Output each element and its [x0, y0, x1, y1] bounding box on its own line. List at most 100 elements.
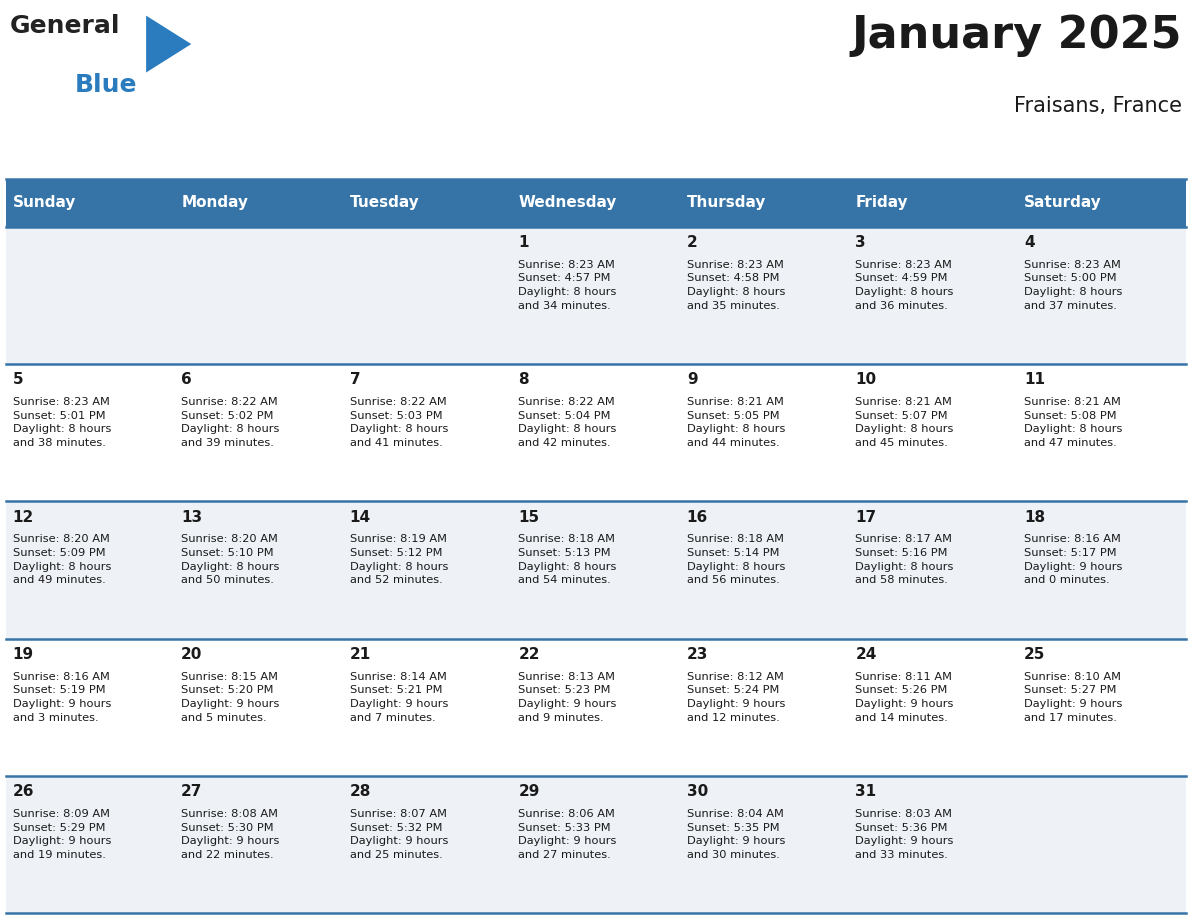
Bar — [512, 776, 680, 913]
Bar — [343, 501, 512, 639]
Text: Sunrise: 8:22 AM
Sunset: 5:02 PM
Daylight: 8 hours
and 39 minutes.: Sunrise: 8:22 AM Sunset: 5:02 PM Dayligh… — [182, 397, 279, 448]
Text: Wednesday: Wednesday — [518, 196, 617, 210]
Bar — [680, 179, 848, 227]
Text: Sunrise: 8:09 AM
Sunset: 5:29 PM
Daylight: 9 hours
and 19 minutes.: Sunrise: 8:09 AM Sunset: 5:29 PM Dayligh… — [13, 809, 110, 860]
Text: Sunrise: 8:12 AM
Sunset: 5:24 PM
Daylight: 9 hours
and 12 minutes.: Sunrise: 8:12 AM Sunset: 5:24 PM Dayligh… — [687, 672, 785, 722]
Bar — [6, 364, 175, 501]
Bar — [680, 776, 848, 913]
Bar — [512, 227, 680, 364]
Text: 20: 20 — [182, 647, 203, 662]
Bar — [848, 501, 1017, 639]
Text: 25: 25 — [1024, 647, 1045, 662]
Bar — [680, 501, 848, 639]
Bar — [1017, 227, 1186, 364]
Text: Sunrise: 8:13 AM
Sunset: 5:23 PM
Daylight: 9 hours
and 9 minutes.: Sunrise: 8:13 AM Sunset: 5:23 PM Dayligh… — [518, 672, 617, 722]
Text: Sunrise: 8:16 AM
Sunset: 5:17 PM
Daylight: 9 hours
and 0 minutes.: Sunrise: 8:16 AM Sunset: 5:17 PM Dayligh… — [1024, 534, 1123, 585]
Text: 2: 2 — [687, 235, 697, 250]
Text: 11: 11 — [1024, 373, 1044, 387]
Text: Sunrise: 8:04 AM
Sunset: 5:35 PM
Daylight: 9 hours
and 30 minutes.: Sunrise: 8:04 AM Sunset: 5:35 PM Dayligh… — [687, 809, 785, 860]
Bar — [6, 227, 175, 364]
Bar — [175, 501, 343, 639]
Bar — [6, 776, 175, 913]
Text: Sunrise: 8:20 AM
Sunset: 5:09 PM
Daylight: 8 hours
and 49 minutes.: Sunrise: 8:20 AM Sunset: 5:09 PM Dayligh… — [13, 534, 110, 585]
Text: General: General — [10, 14, 120, 38]
Text: Sunrise: 8:23 AM
Sunset: 5:01 PM
Daylight: 8 hours
and 38 minutes.: Sunrise: 8:23 AM Sunset: 5:01 PM Dayligh… — [13, 397, 110, 448]
Text: 31: 31 — [855, 784, 877, 800]
Text: 5: 5 — [13, 373, 24, 387]
Bar — [1017, 776, 1186, 913]
Text: Sunrise: 8:08 AM
Sunset: 5:30 PM
Daylight: 9 hours
and 22 minutes.: Sunrise: 8:08 AM Sunset: 5:30 PM Dayligh… — [182, 809, 279, 860]
Bar — [1017, 501, 1186, 639]
Polygon shape — [146, 16, 191, 73]
Bar — [175, 364, 343, 501]
Bar — [6, 179, 175, 227]
Bar — [6, 639, 175, 776]
Text: 10: 10 — [855, 373, 877, 387]
Text: Sunrise: 8:17 AM
Sunset: 5:16 PM
Daylight: 8 hours
and 58 minutes.: Sunrise: 8:17 AM Sunset: 5:16 PM Dayligh… — [855, 534, 954, 585]
Bar — [6, 501, 175, 639]
Text: 23: 23 — [687, 647, 708, 662]
Text: 30: 30 — [687, 784, 708, 800]
Bar — [848, 364, 1017, 501]
Text: Thursday: Thursday — [687, 196, 766, 210]
Text: 17: 17 — [855, 509, 877, 525]
Text: Sunrise: 8:07 AM
Sunset: 5:32 PM
Daylight: 9 hours
and 25 minutes.: Sunrise: 8:07 AM Sunset: 5:32 PM Dayligh… — [349, 809, 448, 860]
Text: Sunrise: 8:23 AM
Sunset: 4:58 PM
Daylight: 8 hours
and 35 minutes.: Sunrise: 8:23 AM Sunset: 4:58 PM Dayligh… — [687, 260, 785, 310]
Bar — [680, 639, 848, 776]
Text: Fraisans, France: Fraisans, France — [1015, 96, 1182, 117]
Text: Sunday: Sunday — [13, 196, 76, 210]
Text: 14: 14 — [349, 509, 371, 525]
Text: 28: 28 — [349, 784, 371, 800]
Text: Sunrise: 8:16 AM
Sunset: 5:19 PM
Daylight: 9 hours
and 3 minutes.: Sunrise: 8:16 AM Sunset: 5:19 PM Dayligh… — [13, 672, 110, 722]
Text: January 2025: January 2025 — [852, 14, 1182, 57]
Text: Sunrise: 8:20 AM
Sunset: 5:10 PM
Daylight: 8 hours
and 50 minutes.: Sunrise: 8:20 AM Sunset: 5:10 PM Dayligh… — [182, 534, 279, 585]
Text: Sunrise: 8:19 AM
Sunset: 5:12 PM
Daylight: 8 hours
and 52 minutes.: Sunrise: 8:19 AM Sunset: 5:12 PM Dayligh… — [349, 534, 448, 585]
Text: Saturday: Saturday — [1024, 196, 1101, 210]
Text: Sunrise: 8:06 AM
Sunset: 5:33 PM
Daylight: 9 hours
and 27 minutes.: Sunrise: 8:06 AM Sunset: 5:33 PM Dayligh… — [518, 809, 617, 860]
Text: 22: 22 — [518, 647, 539, 662]
Bar — [512, 364, 680, 501]
Text: 1: 1 — [518, 235, 529, 250]
Bar — [680, 227, 848, 364]
Text: 21: 21 — [349, 647, 371, 662]
Bar — [343, 179, 512, 227]
Text: 9: 9 — [687, 373, 697, 387]
Text: 18: 18 — [1024, 509, 1045, 525]
Text: 16: 16 — [687, 509, 708, 525]
Text: 15: 15 — [518, 509, 539, 525]
Text: Sunrise: 8:10 AM
Sunset: 5:27 PM
Daylight: 9 hours
and 17 minutes.: Sunrise: 8:10 AM Sunset: 5:27 PM Dayligh… — [1024, 672, 1123, 722]
Text: 24: 24 — [855, 647, 877, 662]
Text: Sunrise: 8:03 AM
Sunset: 5:36 PM
Daylight: 9 hours
and 33 minutes.: Sunrise: 8:03 AM Sunset: 5:36 PM Dayligh… — [855, 809, 954, 860]
Bar — [512, 501, 680, 639]
Text: Sunrise: 8:23 AM
Sunset: 4:57 PM
Daylight: 8 hours
and 34 minutes.: Sunrise: 8:23 AM Sunset: 4:57 PM Dayligh… — [518, 260, 617, 310]
Text: Sunrise: 8:22 AM
Sunset: 5:04 PM
Daylight: 8 hours
and 42 minutes.: Sunrise: 8:22 AM Sunset: 5:04 PM Dayligh… — [518, 397, 617, 448]
Text: 27: 27 — [182, 784, 203, 800]
Text: Sunrise: 8:11 AM
Sunset: 5:26 PM
Daylight: 9 hours
and 14 minutes.: Sunrise: 8:11 AM Sunset: 5:26 PM Dayligh… — [855, 672, 954, 722]
Text: Sunrise: 8:21 AM
Sunset: 5:08 PM
Daylight: 8 hours
and 47 minutes.: Sunrise: 8:21 AM Sunset: 5:08 PM Dayligh… — [1024, 397, 1123, 448]
Text: Sunrise: 8:21 AM
Sunset: 5:07 PM
Daylight: 8 hours
and 45 minutes.: Sunrise: 8:21 AM Sunset: 5:07 PM Dayligh… — [855, 397, 954, 448]
Bar — [1017, 179, 1186, 227]
Text: Friday: Friday — [855, 196, 908, 210]
Text: 12: 12 — [13, 509, 34, 525]
Text: Sunrise: 8:23 AM
Sunset: 4:59 PM
Daylight: 8 hours
and 36 minutes.: Sunrise: 8:23 AM Sunset: 4:59 PM Dayligh… — [855, 260, 954, 310]
Text: 3: 3 — [855, 235, 866, 250]
Text: Tuesday: Tuesday — [349, 196, 419, 210]
Text: Sunrise: 8:18 AM
Sunset: 5:14 PM
Daylight: 8 hours
and 56 minutes.: Sunrise: 8:18 AM Sunset: 5:14 PM Dayligh… — [687, 534, 785, 585]
Text: Sunrise: 8:23 AM
Sunset: 5:00 PM
Daylight: 8 hours
and 37 minutes.: Sunrise: 8:23 AM Sunset: 5:00 PM Dayligh… — [1024, 260, 1123, 310]
Bar — [848, 776, 1017, 913]
Bar — [848, 639, 1017, 776]
Text: 19: 19 — [13, 647, 33, 662]
Text: Sunrise: 8:14 AM
Sunset: 5:21 PM
Daylight: 9 hours
and 7 minutes.: Sunrise: 8:14 AM Sunset: 5:21 PM Dayligh… — [349, 672, 448, 722]
Bar — [512, 639, 680, 776]
Text: Sunrise: 8:15 AM
Sunset: 5:20 PM
Daylight: 9 hours
and 5 minutes.: Sunrise: 8:15 AM Sunset: 5:20 PM Dayligh… — [182, 672, 279, 722]
Text: Monday: Monday — [182, 196, 248, 210]
Bar — [848, 227, 1017, 364]
Text: 6: 6 — [182, 373, 192, 387]
Bar — [343, 639, 512, 776]
Text: 7: 7 — [349, 373, 360, 387]
Bar — [343, 364, 512, 501]
Bar — [512, 179, 680, 227]
Text: 13: 13 — [182, 509, 202, 525]
Bar — [175, 179, 343, 227]
Bar — [1017, 364, 1186, 501]
